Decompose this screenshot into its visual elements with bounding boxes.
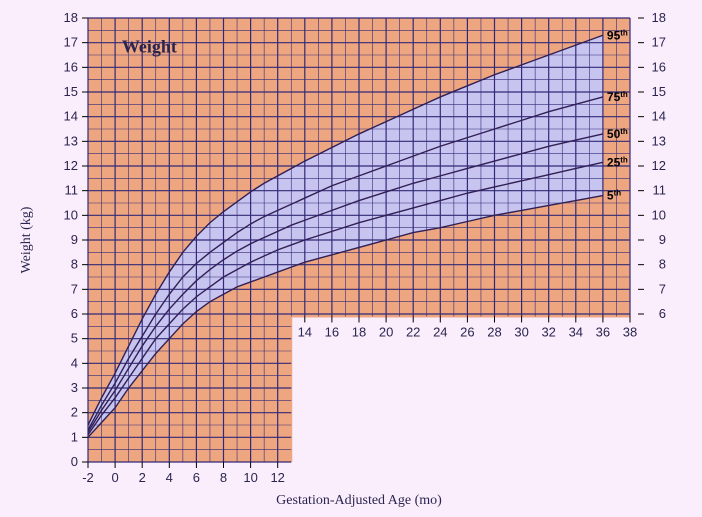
y-left-tick-label: 18 <box>64 10 78 25</box>
y-right-tick-label: 15 <box>652 84 666 99</box>
x-upper-tick-label: 18 <box>352 324 366 339</box>
x-lower-tick-label: 2 <box>139 470 146 485</box>
y-left-tick-label: 5 <box>71 331 78 346</box>
x-upper-tick-label: 34 <box>569 324 583 339</box>
y-right-tick-label: 7 <box>659 281 666 296</box>
y-left-tick-label: 6 <box>71 306 78 321</box>
x-upper-tick-label: 32 <box>541 324 555 339</box>
y-left-tick-label: 0 <box>71 454 78 469</box>
y-left-tick-label: 3 <box>71 380 78 395</box>
y-left-tick-label: 2 <box>71 405 78 420</box>
x-lower-tick-label: 4 <box>166 470 173 485</box>
y-right-tick-label: 6 <box>659 306 666 321</box>
y-right-tick-label: 9 <box>659 232 666 247</box>
x-upper-tick-label: 24 <box>433 324 447 339</box>
x-upper-tick-label: 14 <box>298 324 312 339</box>
growth-chart: 0123456789101112131415161718678910111213… <box>0 0 702 517</box>
y-left-tick-label: 15 <box>64 84 78 99</box>
y-left-tick-label: 8 <box>71 257 78 272</box>
y-axis-label: Weight (kg) <box>19 206 34 273</box>
y-left-tick-label: 10 <box>64 207 78 222</box>
y-left-tick-label: 16 <box>64 59 78 74</box>
y-left-tick-label: 11 <box>65 183 79 198</box>
x-upper-tick-label: 38 <box>623 324 637 339</box>
y-right-tick-label: 14 <box>652 109 666 124</box>
y-right-tick-label: 12 <box>652 158 666 173</box>
y-left-tick-label: 17 <box>64 35 78 50</box>
y-left-tick-label: 14 <box>64 109 78 124</box>
x-upper-tick-label: 16 <box>325 324 339 339</box>
y-left-tick-label: 1 <box>71 429 78 444</box>
y-left-tick-label: 7 <box>71 281 78 296</box>
y-right-tick-label: 18 <box>652 10 666 25</box>
x-lower-tick-label: 12 <box>270 470 284 485</box>
x-lower-tick-label: 8 <box>220 470 227 485</box>
x-upper-tick-label: 26 <box>460 324 474 339</box>
y-left-tick-label: 4 <box>71 355 78 370</box>
x-upper-tick-label: 30 <box>514 324 528 339</box>
x-lower-tick-label: 10 <box>243 470 257 485</box>
x-axis-label: Gestation-Adjusted Age (mo) <box>276 493 442 508</box>
page-background: 0123456789101112131415161718678910111213… <box>0 0 702 517</box>
x-lower-tick-label: 6 <box>193 470 200 485</box>
x-upper-tick-label: 28 <box>487 324 501 339</box>
x-upper-tick-label: 22 <box>406 324 420 339</box>
y-right-tick-label: 11 <box>653 183 667 198</box>
x-lower-tick-label: 0 <box>111 470 118 485</box>
x-upper-tick-label: 36 <box>596 324 610 339</box>
chart-title: Weight <box>122 37 177 57</box>
x-lower-tick-label: -2 <box>82 470 94 485</box>
x-upper-tick-label: 20 <box>379 324 393 339</box>
y-right-tick-label: 8 <box>659 257 666 272</box>
y-right-tick-label: 17 <box>652 35 666 50</box>
y-right-tick-label: 10 <box>652 207 666 222</box>
y-right-tick-label: 13 <box>652 133 666 148</box>
y-left-tick-label: 13 <box>64 133 78 148</box>
y-left-tick-label: 9 <box>71 232 78 247</box>
y-right-tick-label: 16 <box>652 59 666 74</box>
y-left-tick-label: 12 <box>64 158 78 173</box>
